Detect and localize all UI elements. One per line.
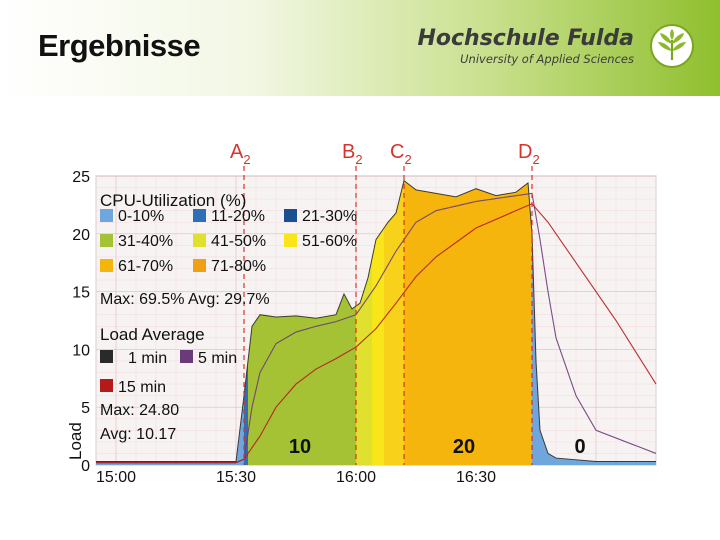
- legend-label: 71-80%: [211, 258, 266, 275]
- marker-subscript: 2: [532, 152, 539, 167]
- cpu-band: [372, 180, 384, 465]
- x-tick-label: 15:00: [96, 469, 136, 486]
- cpu-band: [404, 180, 532, 465]
- marker-label: A2: [230, 141, 251, 167]
- cpu-stats: Max: 69.5% Avg: 29.7%: [100, 291, 270, 308]
- legend-label: 15 min: [118, 379, 166, 396]
- marker-subscript: 2: [243, 152, 250, 167]
- slide-header: Ergebnisse Hochschule Fulda University o…: [0, 0, 720, 96]
- legend-swatch: [100, 259, 113, 272]
- slide-title: Ergebnisse: [38, 28, 201, 63]
- legend-label: 61-70%: [118, 258, 173, 275]
- legend-swatch: [100, 379, 113, 392]
- legend-swatch: [180, 350, 193, 363]
- load-max: Max: 24.80: [100, 402, 179, 419]
- legend-swatch: [193, 234, 206, 247]
- legend-label: 21-30%: [302, 208, 357, 225]
- cpu-band: [384, 180, 404, 465]
- y-tick-label: 15: [72, 285, 90, 302]
- legend-label: 41-50%: [211, 233, 266, 250]
- y-tick-label: 25: [72, 169, 90, 186]
- series-line-5-min: [96, 192, 657, 464]
- legend-title: CPU-Utilization (%): [100, 191, 246, 210]
- legend-swatch: [100, 209, 113, 222]
- marker-label: C2: [390, 141, 412, 167]
- brand-name: Hochschule Fulda: [417, 26, 634, 51]
- legend-swatch: [193, 209, 206, 222]
- university-logo-icon: [650, 24, 694, 68]
- x-tick-label: 15:30: [216, 469, 256, 486]
- phase-label: 10: [289, 436, 311, 458]
- phase-label: 0: [574, 436, 585, 458]
- legend-label: 51-60%: [302, 233, 357, 250]
- legend-label: 11-20%: [211, 208, 265, 225]
- legend-label: 5 min: [198, 350, 237, 367]
- legend-swatch: [284, 234, 297, 247]
- marker-subscript: 2: [404, 152, 411, 167]
- x-tick-label: 16:00: [336, 469, 376, 486]
- y-axis-label: Load: [66, 422, 85, 460]
- marker-label: D2: [518, 141, 540, 167]
- legend-swatch: [100, 350, 113, 363]
- legend-swatch: [100, 234, 113, 247]
- phase-label: 20: [453, 436, 475, 458]
- load-legend-title: Load Average: [100, 325, 205, 344]
- legend-label: 1 min: [128, 350, 167, 367]
- series-line-15-min: [96, 203, 657, 464]
- legend-label: 0-10%: [118, 208, 164, 225]
- chart-legend: CPU-Utilization (%)0-10% 11-20% 21-30% 31-4…: [100, 191, 357, 443]
- series-line-1-min: [96, 179, 656, 463]
- legend-swatch: [193, 259, 206, 272]
- marker-label: B2: [342, 141, 363, 167]
- brand-subtitle: University of Applied Sciences: [460, 52, 634, 66]
- y-tick-label: 20: [72, 227, 90, 244]
- x-tick-label: 16:30: [456, 469, 496, 486]
- legend-swatch: [284, 209, 297, 222]
- marker-subscript: 2: [355, 152, 362, 167]
- y-tick-label: 5: [81, 400, 90, 417]
- load-avg: Avg: 10.17: [100, 426, 176, 443]
- y-tick-label: 10: [72, 342, 90, 359]
- brand-block: Hochschule Fulda University of Applied S…: [417, 26, 634, 67]
- legend-label: 31-40%: [118, 233, 173, 250]
- y-tick-label: 0: [81, 458, 90, 475]
